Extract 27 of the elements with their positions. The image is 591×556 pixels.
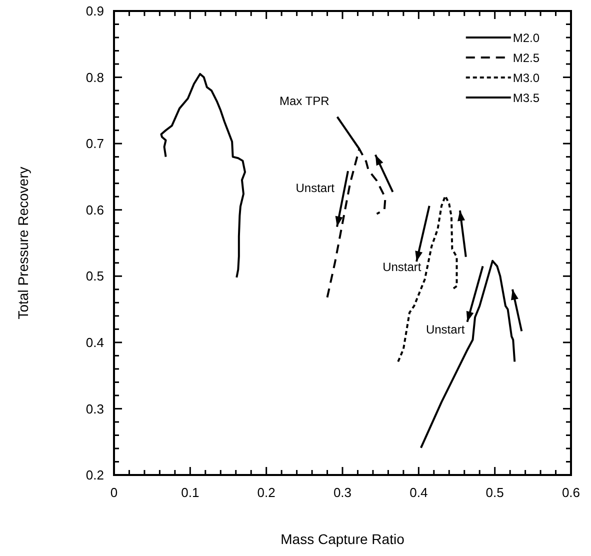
y-tick-label: 0.8 [86,70,104,85]
legend-label: M2.0 [512,30,540,45]
legend-label: M3.5 [512,90,540,105]
x-tick-label: 0.3 [333,485,352,500]
y-axis-title: Total Pressure Recovery [15,166,31,320]
x-axis-title: Mass Capture Ratio [280,531,405,547]
y-tick-label: 0.9 [86,4,104,19]
line-series [420,260,516,449]
y-tick-label: 0.2 [86,468,104,483]
x-tick-label: 0.1 [181,485,200,500]
annotation: Unstart [426,322,466,336]
y-tick-label: 0.4 [86,334,104,350]
y-tick-label: 0.6 [86,202,104,218]
line-series [160,72,246,278]
y-tick-label: 0.3 [86,401,104,416]
annotation: Max TPR [279,94,330,108]
x-tick-label: 0.6 [562,485,580,500]
x-tick-label: 0.5 [486,485,504,500]
legend-label: M3.0 [512,70,540,85]
x-tick-label: 0 [110,485,118,500]
y-tick-label: 0.7 [86,136,104,152]
x-tick-label: 0.2 [257,485,276,500]
x-tick-label: 0.4 [410,485,428,500]
legend-label: M2.5 [512,50,540,65]
annotation: Unstart [382,260,422,274]
annotation: Unstart [296,180,336,195]
y-tick-label: 0.5 [86,268,104,284]
